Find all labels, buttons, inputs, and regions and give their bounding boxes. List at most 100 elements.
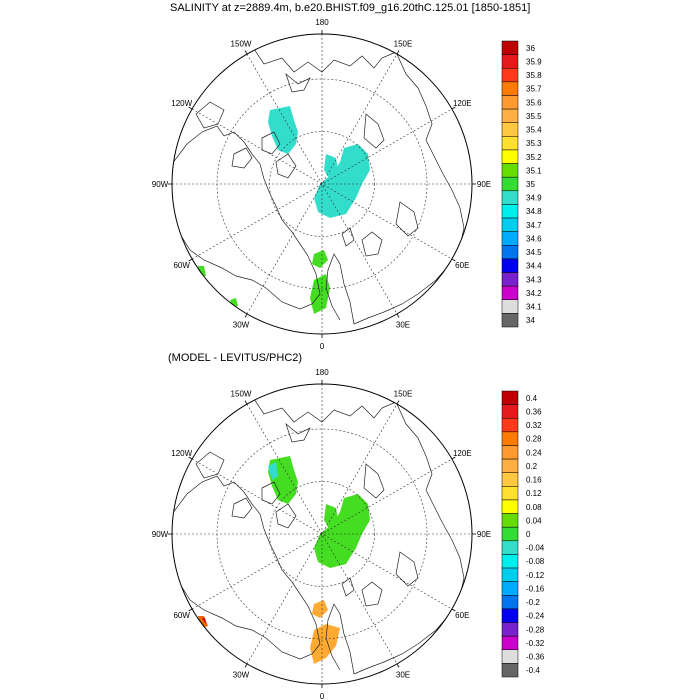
coastline-3	[261, 481, 281, 505]
colorbar-label-14: -0.16	[526, 584, 545, 593]
colorbar-swatch-14	[501, 581, 519, 596]
data-region-2	[314, 144, 370, 218]
colorbar-swatch-12	[501, 554, 519, 569]
chart-title-bottom: (MODEL - LEVITUS/PHC2)	[168, 352, 303, 364]
coastline-11	[325, 253, 355, 325]
data-region-5	[310, 624, 340, 664]
coastline-9	[395, 201, 419, 237]
colorbar-label-0: 0.4	[526, 394, 538, 403]
tick-240	[188, 608, 193, 612]
lon-label-top: 180	[315, 368, 329, 377]
map-panel-top: 180 150E 120E 90E 60E 30E 0 30W 60W 90W 120W 150W	[152, 18, 491, 351]
colorbar-swatch-18	[501, 635, 519, 651]
tick-120	[451, 608, 456, 612]
colorbar-label-15: -0.2	[526, 598, 540, 607]
data-region-0	[268, 456, 298, 504]
colorbar-label-3: 35.7	[526, 85, 542, 94]
colorbar-label-12: 34.8	[526, 207, 542, 216]
colorbar-swatch-16	[501, 608, 519, 623]
colorbar-swatch-9	[501, 163, 519, 178]
lon-label-bottom: 0	[320, 692, 325, 700]
colorbar-swatch-20	[501, 313, 519, 328]
colorbar-label-17: -0.28	[526, 625, 545, 634]
colorbar-swatch-6	[501, 122, 519, 137]
colorbar-label-2: 35.8	[526, 71, 542, 80]
coastline-0	[172, 125, 321, 310]
colorbar-swatch-8	[501, 149, 519, 164]
colorbar-swatch-1	[501, 54, 519, 69]
coastline-10	[361, 231, 383, 257]
lat-circle-0	[269, 131, 375, 237]
lon-label-ur2: 120E	[453, 99, 472, 108]
lon-label-ll: 30W	[233, 670, 250, 679]
colorbar-label-1: 0.36	[526, 407, 542, 416]
colorbar-swatch-16	[501, 258, 519, 273]
colorbar-label-7: 0.12	[526, 489, 542, 498]
colorbar-swatch-0	[501, 390, 519, 405]
meridian-150	[246, 403, 398, 665]
data-region-3	[314, 494, 370, 568]
data-fill	[172, 45, 465, 325]
coastline-7	[353, 51, 465, 325]
colorbar-swatch-12	[501, 204, 519, 219]
colorbar-swatch-17	[501, 272, 519, 287]
coastline-4	[275, 503, 297, 529]
colorbar-top: 36 35.9 35.8 35.7 35.6 35.5 35.4 35.3 35.2 35.1 35…	[501, 40, 542, 328]
colorbar-swatch-3	[501, 431, 519, 446]
coastline-5	[251, 395, 397, 423]
colorbar-swatch-4	[501, 445, 519, 460]
coastline-2	[231, 497, 253, 519]
tick-240	[188, 258, 193, 262]
colorbar-swatch-2	[501, 67, 519, 83]
lon-label-left: 90W	[152, 180, 169, 189]
lon-label-right: 90E	[477, 180, 491, 189]
lon-label-ur: 150E	[394, 40, 413, 49]
coastline-3	[261, 131, 281, 155]
data-region-0	[268, 106, 298, 154]
coastline-8	[363, 463, 385, 499]
colorbar-label-12: -0.08	[526, 557, 545, 566]
colorbar-label-8: 35.2	[526, 153, 542, 162]
colorbar-label-13: -0.12	[526, 571, 545, 580]
lat-circle-1	[216, 428, 428, 640]
lon-label-right: 90E	[477, 530, 491, 539]
colorbar-bottom: 0.4 0.36 0.32 0.28 0.24 0.2 0.16 0.12 0.08 0.04 0 -…	[501, 390, 545, 678]
colorbar-swatch-18	[501, 285, 519, 301]
tick-150	[396, 313, 400, 318]
colorbar-label-10: 0	[526, 530, 531, 539]
colorbar-swatch-1	[501, 404, 519, 419]
coastline-10	[361, 581, 383, 607]
colorbar-label-0: 36	[526, 44, 535, 53]
meridian-150	[246, 53, 398, 315]
lon-label-bottom: 0	[320, 342, 325, 351]
colorbar-swatch-3	[501, 81, 519, 96]
colorbar-swatch-19	[501, 299, 519, 314]
colorbar-label-20: -0.4	[526, 666, 540, 675]
colorbar-label-9: 0.04	[526, 516, 542, 525]
lon-label-ul2: 120W	[171, 99, 192, 108]
lon-label-top: 180	[315, 18, 329, 27]
colorbar-label-2: 0.32	[526, 421, 542, 430]
colorbar-swatch-11	[501, 540, 519, 555]
lat-circle-0	[269, 481, 375, 587]
colorbar-label-11: -0.04	[526, 544, 545, 553]
colorbar-swatch-19	[501, 649, 519, 664]
colorbar-swatch-13	[501, 567, 519, 582]
lon-label-lr2: 60E	[455, 611, 469, 620]
colorbar-label-18: 34.2	[526, 289, 542, 298]
lon-label-ul: 150W	[231, 390, 252, 399]
colorbar-label-8: 0.08	[526, 503, 542, 512]
tick-210	[244, 663, 248, 668]
coastline-11	[325, 603, 355, 675]
lon-label-ul2: 120W	[171, 449, 192, 458]
colorbar-swatch-14	[501, 231, 519, 246]
colorbar-swatch-15	[501, 245, 519, 260]
data-region-1	[268, 462, 278, 480]
colorbar-label-10: 35	[526, 180, 535, 189]
coastline-4	[275, 153, 297, 179]
colorbar-label-6: 35.4	[526, 126, 542, 135]
data-region-7	[202, 618, 206, 624]
tick-300	[188, 456, 193, 460]
colorbar-swatch-6	[501, 472, 519, 487]
